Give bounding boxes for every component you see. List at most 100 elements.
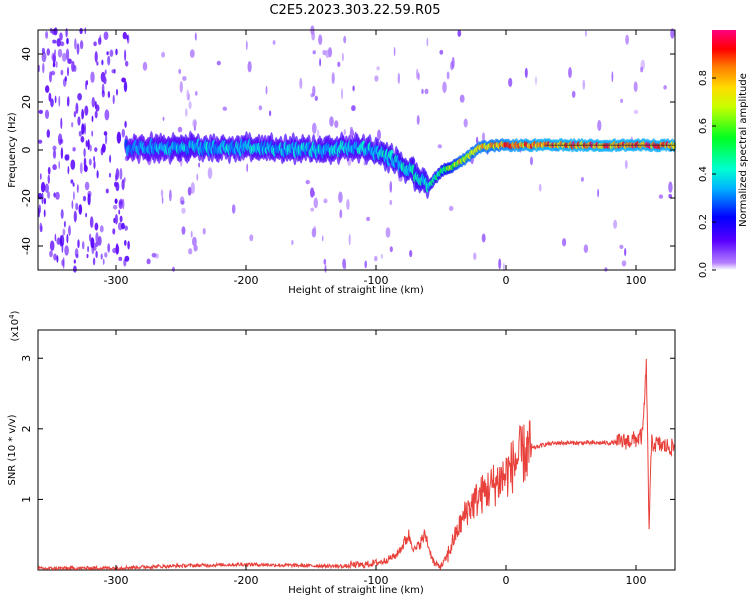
spectrogram-speckle [84, 27, 87, 35]
spectrogram-speckle [58, 95, 61, 107]
spectrogram-speckle [442, 81, 447, 94]
spectrogram-speckle [580, 177, 584, 182]
spectrogram-speckle [109, 154, 112, 163]
spectrogram-speckle [123, 81, 128, 93]
snr-x-tick-label: -200 [234, 574, 259, 587]
spectrogram-speckle [181, 226, 186, 235]
spectrogram-y-tick-label: -40 [20, 237, 33, 255]
spectrogram-speckle [47, 166, 51, 175]
colorbar-tick-label: 0.0 [698, 262, 709, 278]
spectrogram-speckle [124, 239, 127, 246]
spectrogram-speckle [86, 253, 89, 259]
spectrogram-speckle [56, 255, 59, 263]
spectrogram-speckle [95, 250, 98, 259]
spectrogram-speckle [67, 166, 70, 175]
spectrogram-speckle [119, 215, 123, 223]
spectrogram-speckle [115, 168, 120, 180]
spectrogram-speckle [101, 59, 104, 66]
spectrogram-speckle [571, 90, 576, 98]
spectrogram-speckle [624, 159, 628, 169]
spectrogram-speckle [338, 191, 343, 204]
spectrogram-speckle [337, 61, 341, 67]
snr-y-tick-label: 3 [20, 355, 33, 362]
snr-x-tick-label: 0 [503, 574, 510, 587]
spectrogram-y-axis: -40 -20 0 20 40 [20, 47, 675, 255]
spectrogram-speckle [50, 70, 56, 76]
spectrogram-speckle [83, 148, 86, 158]
spectrogram-speckle [59, 235, 63, 247]
spectrogram-speckle [102, 258, 105, 265]
spectrogram-speckle [389, 246, 393, 253]
spectrogram-speckle [188, 101, 192, 110]
spectrogram-speckle [119, 168, 123, 180]
spectrogram-speckle [481, 132, 486, 142]
spectrogram-speckle [535, 75, 537, 86]
spectrogram-speckle [66, 37, 69, 45]
spectrogram-speckle [67, 58, 72, 64]
spectrogram-speckle [188, 248, 193, 255]
spectrogram-speckle [161, 51, 166, 58]
spectrogram-speckle [94, 147, 98, 153]
spectrogram-speckle [258, 105, 263, 111]
snr-y-label: SNR (10 * v/v) [7, 414, 18, 485]
spectrogram-speckle [305, 179, 310, 185]
snr-x-axis: -300 -200 -100 0 100 [104, 330, 647, 587]
spectrogram-speckle [192, 236, 197, 247]
spectrogram-speckle [37, 139, 43, 144]
spectrogram-speckle [101, 143, 106, 153]
spectrogram-speckle [115, 243, 119, 255]
spectrogram-speckle [508, 77, 513, 87]
spectrogram-speckle [124, 120, 127, 128]
colorbar-tick-label: 0.2 [698, 214, 709, 230]
spectrogram-marks [37, 25, 677, 273]
spectrogram-speckle [625, 34, 629, 45]
spectrogram-speckle [349, 126, 353, 132]
spectrogram-speckle [124, 255, 130, 262]
spectrogram-speckle [104, 252, 108, 258]
spectrogram-speckle [54, 233, 57, 242]
spectrogram-speckle [107, 55, 111, 66]
spectrogram-speckle [38, 204, 41, 214]
spectrogram-speckle [87, 139, 90, 151]
spectrogram-speckle [670, 28, 675, 39]
spectrogram-speckle [94, 51, 98, 63]
spectrogram-speckle [613, 219, 618, 229]
spectrogram-speckle [142, 61, 148, 71]
snr-y-tick-label: 1 [20, 496, 33, 503]
spectrogram-speckle [52, 39, 57, 44]
spectrogram-speckle [63, 220, 66, 228]
spectrogram-speckle [94, 110, 98, 119]
spectrogram-speckle [179, 81, 183, 93]
spectrogram-speckle [207, 167, 213, 180]
colorbar-gradient [712, 30, 736, 270]
snr-scale-suffix: ) [10, 310, 21, 314]
spectrogram-speckle [597, 120, 602, 131]
spectrogram-speckle [65, 48, 70, 61]
spectrogram-speckle [583, 244, 589, 253]
spectrogram-speckle [619, 244, 624, 249]
spectrogram-speckle [310, 207, 315, 212]
spectrogram-speckle [109, 49, 114, 57]
snr-x-label: Height of straight line (km) [288, 585, 424, 596]
spectrogram-speckle [181, 207, 186, 214]
spectrogram-speckle [104, 109, 110, 121]
spectrogram-speckle [80, 136, 85, 143]
spectrogram-speckle [75, 102, 79, 115]
spectrogram-speckle [126, 35, 129, 41]
spectrogram-speckle [524, 67, 528, 78]
spectrogram-speckle [42, 62, 45, 74]
spectrogram-speckle [169, 189, 172, 202]
spectrogram-speckle [85, 80, 87, 91]
spectrogram-speckle [89, 216, 94, 229]
spectrogram-speckle [334, 120, 339, 128]
spectrogram-speckle [127, 240, 130, 250]
spectrogram-speckle [503, 262, 505, 272]
snr-x-tick-label: 100 [626, 574, 647, 587]
spectrogram-speckle [178, 68, 182, 75]
spectrogram-speckle [106, 51, 109, 56]
spectrogram-speckle [61, 242, 64, 253]
spectrogram-speckle [192, 119, 197, 128]
spectrogram-speckle [59, 32, 63, 41]
spectrogram-speckle [450, 61, 454, 71]
spectrogram-speckle [162, 116, 165, 121]
